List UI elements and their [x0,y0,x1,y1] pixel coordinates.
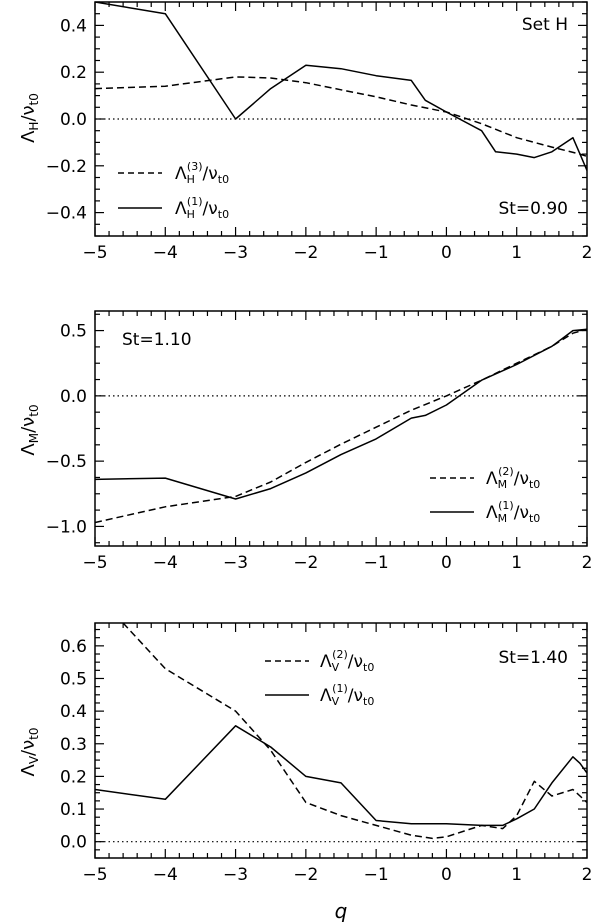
x-tick-label: −4 [153,553,178,573]
legend-lambda-v1: ΛV(1)/νt0 [320,682,374,708]
panel-bottom: −5 −4 −3 −2 −1 0 1 2 0.0 0.1 0.2 0.3 0.4 0.5 0.6 St=1.… [18,622,593,885]
x-axis-label: q [335,899,348,923]
series-line-middle-solid [95,328,587,500]
y-tick-label: 0.2 [60,767,87,787]
x-tick-label: −3 [223,865,248,885]
panel-bottom-legend: ΛV(2)/νt0 ΛV(1)/νt0 [265,648,374,708]
series-line-top-solid [95,2,587,171]
x-tick-label: −4 [153,243,178,263]
legend-lambda-h3: ΛH(3)/νt0 [175,160,229,186]
x-tick-label: 1 [511,553,522,573]
panel-top-ylabel: ΛH/νt0 [18,93,41,143]
legend-lambda-m1: ΛM(1)/νt0 [486,499,540,525]
x-tick-label: 1 [511,243,522,263]
panel-top-annotation-st: St=0.90 [498,199,568,219]
panel-top-plot: −5 −4 −3 −2 −1 0 1 2 −0.4 −0.2 0.0 0.2 0.4 [46,1,593,263]
x-tick-label: −1 [364,243,389,263]
panel-bottom-ylabel: ΛV/νt0 [18,727,41,776]
x-tick-label: −5 [82,553,107,573]
y-tick-label: −0.2 [46,157,87,177]
panel-top-annotation-set: Set H [522,15,568,35]
panel-middle-legend: ΛM(2)/νt0 ΛM(1)/νt0 [430,465,540,525]
x-tick-label: −4 [153,865,178,885]
x-tick-label: 0 [441,243,452,263]
y-tick-label: 0.5 [60,669,87,689]
plot-frame [94,622,588,859]
x-tick-label: −5 [82,865,107,885]
y-tick-label: 0.6 [60,637,87,657]
x-tick-label: 0 [441,553,452,573]
legend-lambda-v2: ΛV(2)/νt0 [320,648,374,674]
panel-middle-ylabel: ΛM/νt0 [18,404,41,455]
y-tick-label: 0.3 [60,735,87,755]
series-line-bottom-solid [95,725,587,827]
series-line-top-dashed [95,76,587,158]
y-tick-label: 0.0 [60,833,87,853]
x-tick-label: −2 [293,553,318,573]
x-tick-label: −3 [223,243,248,263]
panel-bottom-annotation-st: St=1.40 [498,648,568,668]
x-tick-label: −1 [364,865,389,885]
x-tick-label: −1 [364,553,389,573]
y-tick-label: 0.2 [60,63,87,83]
x-tick-label: 2 [582,553,593,573]
x-tick-label: −2 [293,865,318,885]
x-tick-label: −2 [293,243,318,263]
y-tick-label: −1.0 [46,517,87,537]
x-tick-label: 0 [441,865,452,885]
panel-top-legend: ΛH(3)/νt0 ΛH(1)/νt0 [118,160,229,221]
x-tick-label: −3 [223,553,248,573]
panel-middle-annotation-st: St=1.10 [122,330,192,350]
x-tick-label: 2 [582,243,593,263]
panel-top: −5 −4 −3 −2 −1 0 1 2 −0.4 −0.2 0.0 0.2 0.4 Set H St=… [18,1,593,263]
y-tick-label: 0.5 [60,322,87,342]
y-tick-label: 0.1 [60,800,87,820]
panel-middle: −5 −4 −3 −2 −1 0 1 2 −1.0 −0.5 0.0 0.5 St=1.10 ΛM(2… [18,310,593,573]
y-tick-label: 0.0 [60,110,87,130]
y-tick-label: 0.0 [60,387,87,407]
panel-middle-plot: −5 −4 −3 −2 −1 0 1 2 −1.0 −0.5 0.0 0.5 [46,310,593,573]
legend-lambda-m2: ΛM(2)/νt0 [486,465,540,491]
x-tick-label: −5 [82,243,107,263]
y-tick-label: −0.5 [46,452,87,472]
series-line-middle-dashed [95,328,587,524]
panel-bottom-plot: −5 −4 −3 −2 −1 0 1 2 0.0 0.1 0.2 0.3 0.4 0.5 0.6 [60,622,593,885]
x-tick-label: 2 [582,865,593,885]
x-tick-label: 1 [511,865,522,885]
legend-lambda-h1: ΛH(1)/νt0 [175,195,229,221]
y-tick-label: −0.4 [46,204,87,224]
y-tick-label: 0.4 [60,16,87,36]
y-tick-label: 0.4 [60,702,87,722]
